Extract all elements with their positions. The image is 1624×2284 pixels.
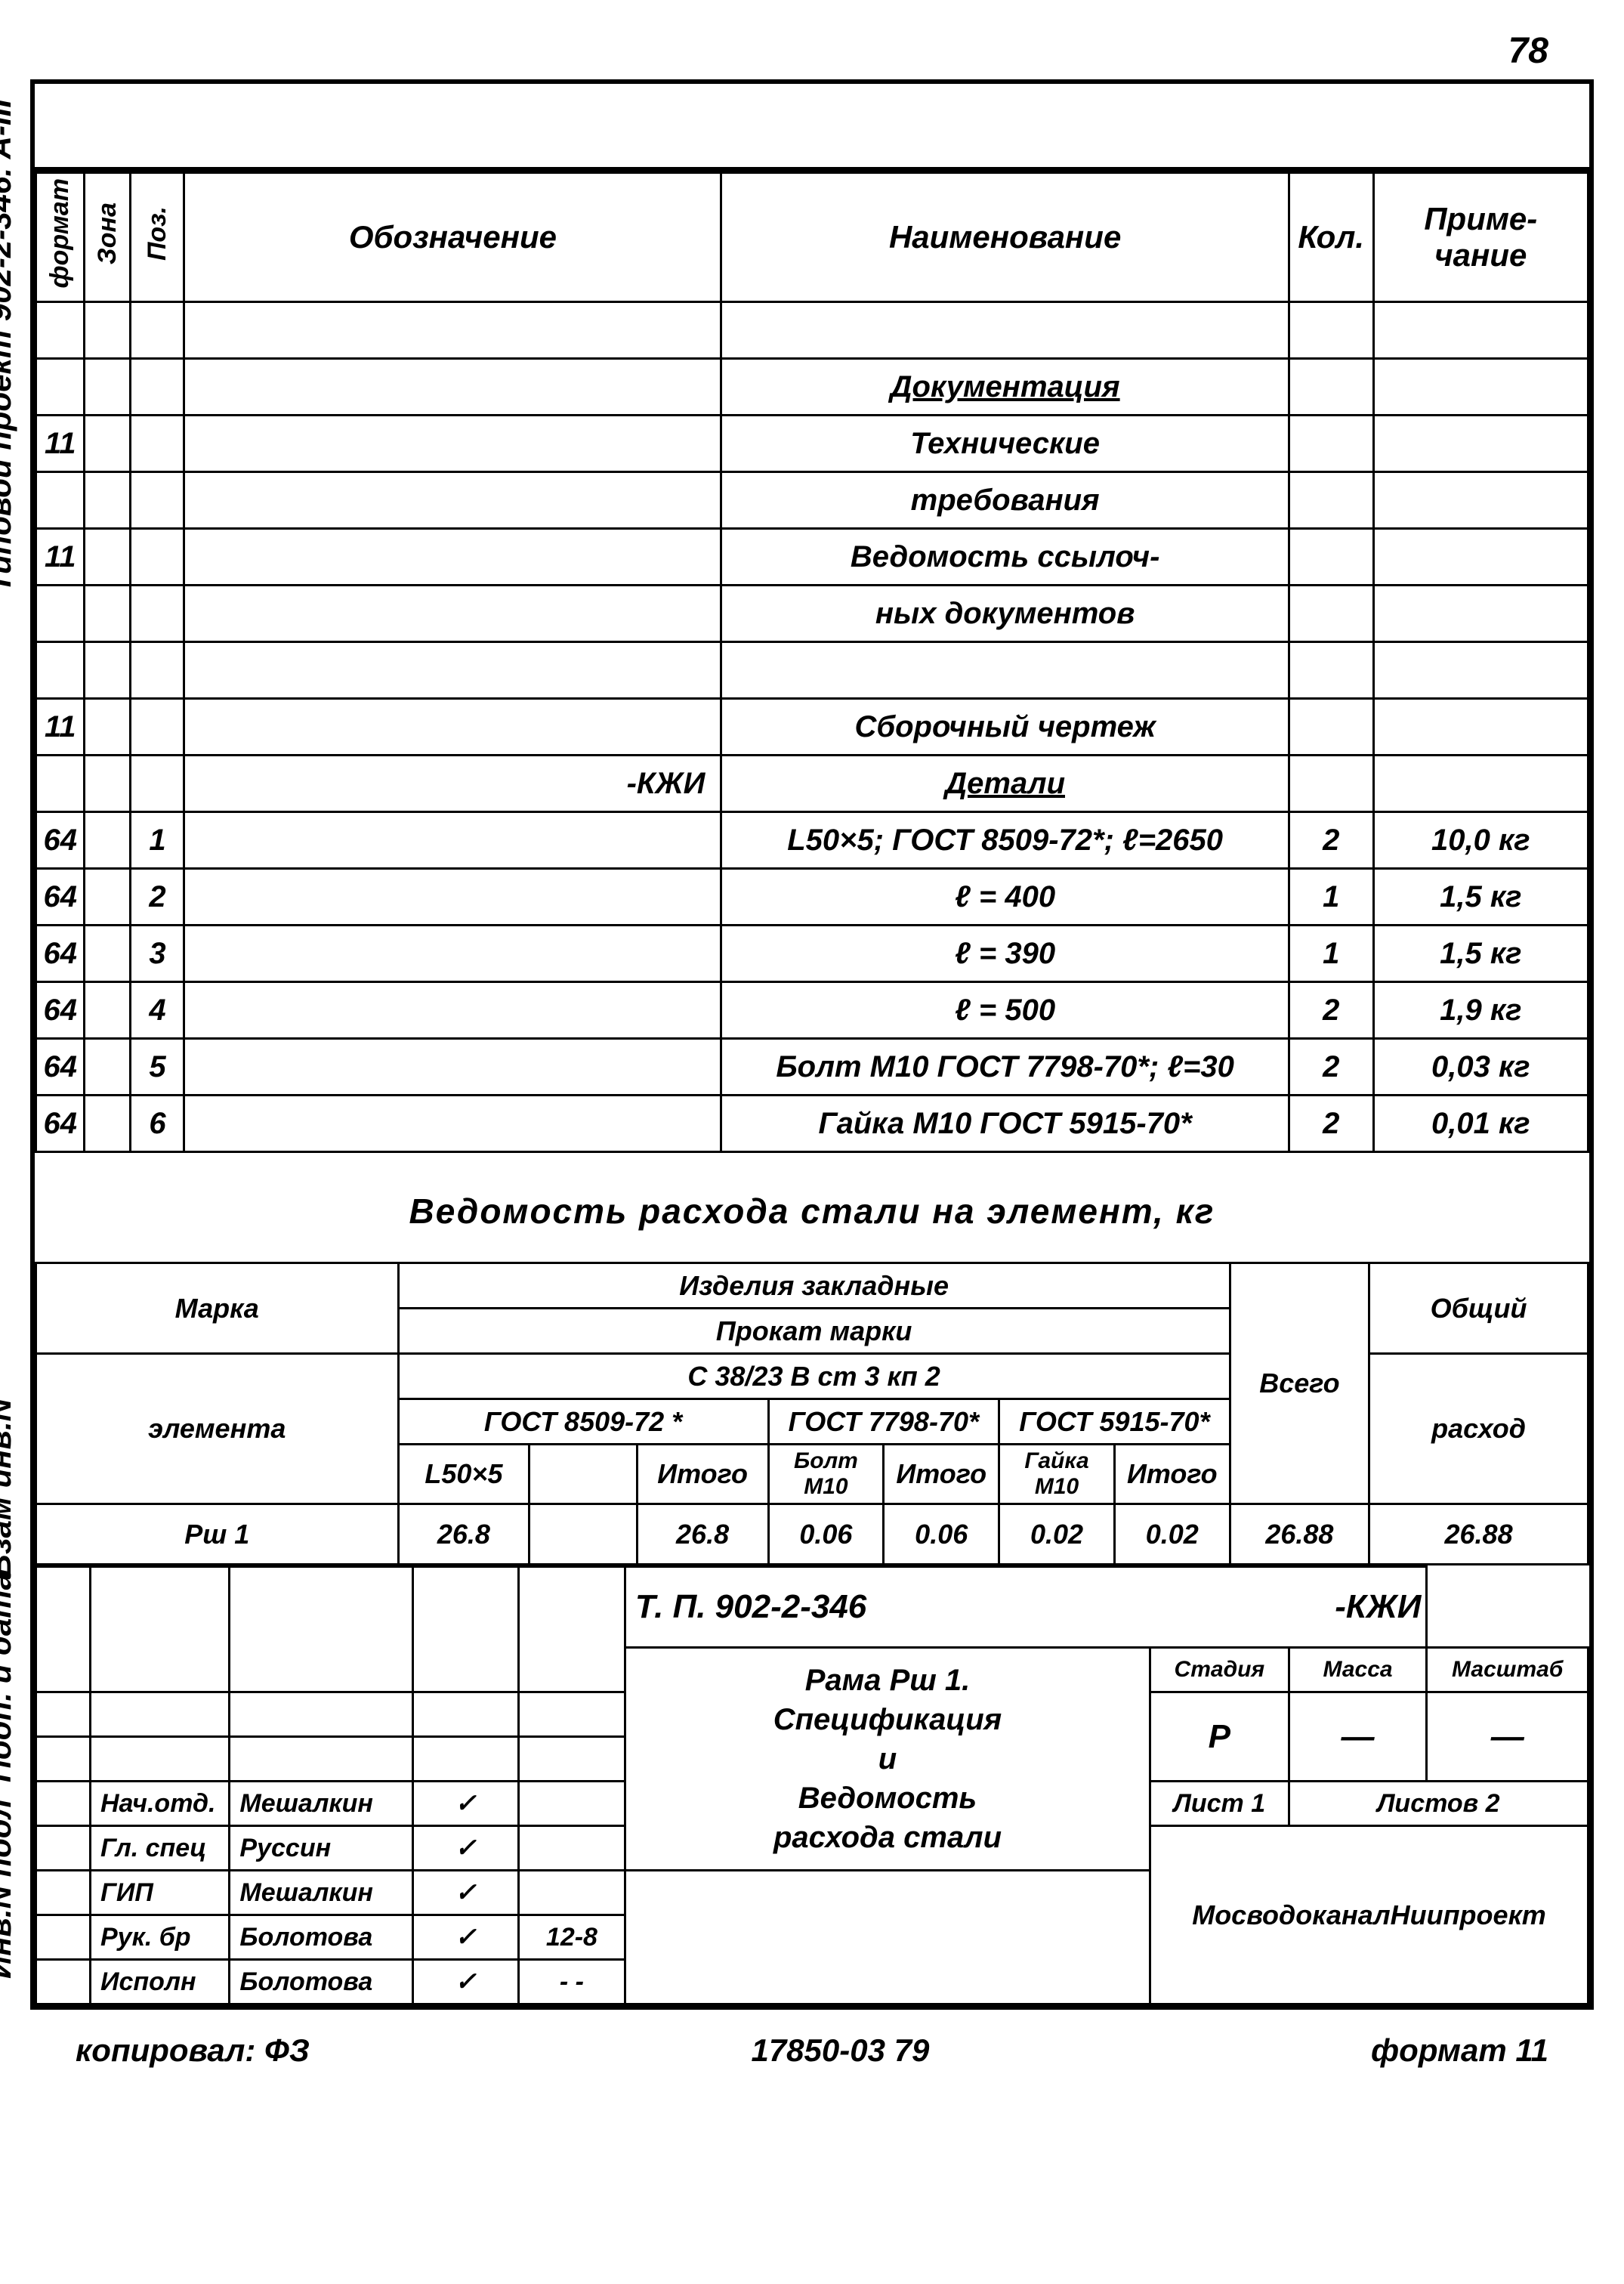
kzhi: -КЖИ bbox=[1335, 1588, 1421, 1626]
v5: 0.02 bbox=[999, 1504, 1115, 1565]
role0: Нач.отд. bbox=[91, 1782, 230, 1826]
v4: 0.06 bbox=[884, 1504, 999, 1565]
h-masht: Масштаб bbox=[1427, 1648, 1588, 1692]
table-row: 646Гайка М10 ГОСТ 5915-70*20,01 кг bbox=[36, 1096, 1588, 1152]
masht-val: — bbox=[1427, 1692, 1588, 1782]
table-row: требования bbox=[36, 472, 1588, 529]
name3: Болотова bbox=[230, 1915, 413, 1960]
col-note: Приме- чание bbox=[1373, 173, 1588, 302]
table-row bbox=[36, 302, 1588, 359]
role1: Гл. спец bbox=[91, 1826, 230, 1871]
label-izdelia: Изделия закладные bbox=[398, 1263, 1230, 1309]
table-row: 641L50×5; ГОСТ 8509-72*; ℓ=2650210,0 кг bbox=[36, 812, 1588, 869]
c6: Гайка М10 bbox=[999, 1445, 1115, 1504]
c4: Болт М10 bbox=[768, 1445, 884, 1504]
c1: L50×5 bbox=[398, 1445, 529, 1504]
drawing-title: Рама Рш 1. Спецификация и Ведомость расх… bbox=[625, 1648, 1150, 1871]
statement-title: Ведомость расхода стали на элемент, кг bbox=[35, 1153, 1589, 1262]
col-format: формат bbox=[45, 178, 75, 288]
h-stadia: Стадия bbox=[1150, 1648, 1289, 1692]
label-rashod: расход bbox=[1369, 1354, 1588, 1504]
label-gost2: ГОСТ 7798-70* bbox=[768, 1399, 999, 1445]
name4: Болотова bbox=[230, 1960, 413, 2004]
name1: Руссин bbox=[230, 1826, 413, 1871]
table-row: 11Технические bbox=[36, 416, 1588, 472]
role2: ГИП bbox=[91, 1871, 230, 1915]
footer-right: формат 11 bbox=[1371, 2032, 1548, 2069]
v1 bbox=[529, 1504, 637, 1565]
spec-header-row: формат Зона Поз. Обозначение Наименовани… bbox=[36, 173, 1588, 302]
label-steel: С 38/23 В ст 3 кп 2 bbox=[398, 1354, 1230, 1399]
col-pos: Поз. bbox=[143, 206, 172, 261]
c2 bbox=[529, 1445, 637, 1504]
table-row: 644ℓ = 50021,9 кг bbox=[36, 982, 1588, 1039]
role4: Исполн bbox=[91, 1960, 230, 2004]
massa-val: — bbox=[1289, 1692, 1427, 1782]
col-qty: Кол. bbox=[1289, 173, 1373, 302]
label-marka: Марка bbox=[36, 1263, 399, 1354]
org: МосводоканалНиипроект bbox=[1150, 1826, 1588, 2004]
table-row: ных документов bbox=[36, 586, 1588, 642]
table-row: Документация bbox=[36, 359, 1588, 416]
listov: Листов 2 bbox=[1289, 1782, 1588, 1826]
footer-left: копировал: ФЗ bbox=[76, 2032, 310, 2069]
footer: копировал: ФЗ 17850-03 79 формат 11 bbox=[30, 2010, 1594, 2069]
table-row: 11Ведомость ссылоч- bbox=[36, 529, 1588, 586]
list: Лист 1 bbox=[1150, 1782, 1289, 1826]
table-row: 642ℓ = 40011,5 кг bbox=[36, 869, 1588, 926]
spec-table: формат Зона Поз. Обозначение Наименовани… bbox=[35, 172, 1589, 1153]
v2: 26.8 bbox=[637, 1504, 768, 1565]
label-obsh: Общий bbox=[1369, 1263, 1588, 1354]
label-prokat: Прокат марки bbox=[398, 1309, 1230, 1354]
table-row: 645Болт М10 ГОСТ 7798-70*; ℓ=3020,03 кг bbox=[36, 1039, 1588, 1096]
name2: Мешалкин bbox=[230, 1871, 413, 1915]
date: 12-8 bbox=[518, 1915, 625, 1960]
el-name: Рш 1 bbox=[36, 1504, 399, 1565]
col-name: Наименование bbox=[721, 173, 1289, 302]
v7: 26.88 bbox=[1230, 1504, 1369, 1565]
title-block: Т. П. 902-2-346 -КЖИ Рама Рш 1. Специфик… bbox=[35, 1565, 1589, 2005]
top-margin bbox=[35, 84, 1589, 172]
table-row: 643ℓ = 39011,5 кг bbox=[36, 926, 1588, 982]
label-elementa: элемента bbox=[36, 1354, 399, 1504]
label-gost3: ГОСТ 5915-70* bbox=[999, 1399, 1230, 1445]
side-label-vz: Взам инв.N bbox=[0, 1399, 18, 1577]
project-label: Типовой проект 902-2-346. А-III bbox=[0, 99, 18, 592]
side-label-inv: Инв.N подл bbox=[0, 1799, 18, 1979]
h-massa: Масса bbox=[1289, 1648, 1427, 1692]
table-row: 11Сборочный чертеж bbox=[36, 699, 1588, 756]
v0: 26.8 bbox=[398, 1504, 529, 1565]
page-number: 78 bbox=[30, 30, 1594, 79]
name0: Мешалкин bbox=[230, 1782, 413, 1826]
role3: Рук. бр bbox=[91, 1915, 230, 1960]
c5: Итого bbox=[884, 1445, 999, 1504]
v3: 0.06 bbox=[768, 1504, 884, 1565]
c7: Итого bbox=[1114, 1445, 1230, 1504]
doc-code: Т. П. 902-2-346 bbox=[635, 1588, 866, 1625]
col-zone: Зона bbox=[93, 202, 122, 264]
c3: Итого bbox=[637, 1445, 768, 1504]
v8: 26.88 bbox=[1369, 1504, 1588, 1565]
stadia-val: Р bbox=[1150, 1692, 1289, 1782]
consumption-table: Марка Изделия закладные Всего Общий Прок… bbox=[35, 1262, 1589, 1565]
col-designation: Обозначение bbox=[184, 173, 721, 302]
table-row: -КЖИДетали bbox=[36, 756, 1588, 812]
label-vsego: Всего bbox=[1230, 1263, 1369, 1504]
table-row bbox=[36, 642, 1588, 699]
side-label-podp: Подп. и дата bbox=[0, 1572, 18, 1782]
label-gost1: ГОСТ 8509-72 * bbox=[398, 1399, 768, 1445]
drawing-frame: Типовой проект 902-2-346. А-III Взам инв… bbox=[30, 79, 1594, 2010]
v6: 0.02 bbox=[1114, 1504, 1230, 1565]
footer-mid: 17850-03 79 bbox=[751, 2032, 929, 2069]
